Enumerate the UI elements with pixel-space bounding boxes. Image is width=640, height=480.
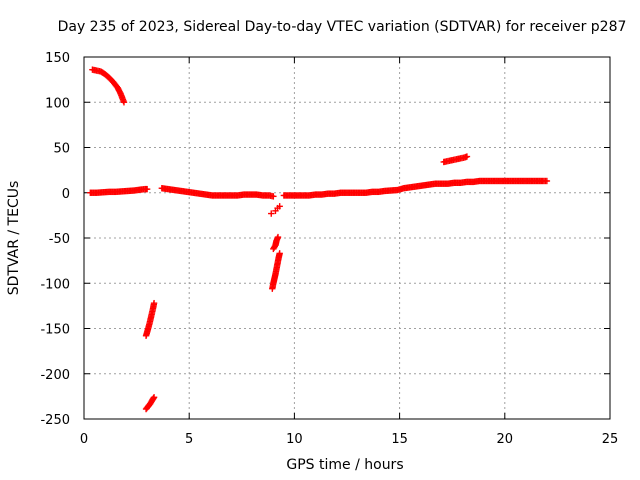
y-axis-label: SDTVAR / TECUs [6, 181, 22, 296]
data-point [150, 394, 158, 401]
data-point [276, 203, 283, 210]
axis-ticks: 0 5 10 15 20 25 150 100 50 0 -50 -100 -150 -200 -250 [40, 51, 618, 447]
x-tick-label: 25 [602, 432, 619, 447]
x-tick-label: 0 [80, 432, 88, 447]
data-point [150, 299, 158, 307]
data-point [143, 185, 151, 193]
data-points [87, 66, 551, 413]
y-tick-label: -50 [49, 232, 70, 247]
data-point [120, 99, 128, 106]
grid [84, 57, 610, 419]
y-tick-label: 0 [62, 187, 70, 202]
data-point [276, 250, 283, 257]
data-point [463, 153, 471, 160]
data-point [270, 193, 277, 200]
y-tick-label: -250 [40, 413, 70, 428]
x-axis-label: GPS time / hours [286, 457, 403, 473]
data-point [274, 233, 282, 241]
x-tick-label: 5 [185, 432, 193, 447]
chart-title: Day 235 of 2023, Sidereal Day-to-day VTE… [58, 19, 627, 35]
y-tick-label: 50 [53, 142, 70, 157]
y-tick-label: -200 [40, 368, 70, 383]
y-tick-label: 100 [45, 96, 70, 111]
y-tick-label: 150 [45, 51, 70, 66]
plot-frame [83, 56, 611, 420]
data-point [543, 177, 551, 185]
y-tick-label: -150 [40, 323, 70, 338]
x-tick-label: 10 [286, 432, 303, 447]
y-tick-label: -100 [40, 277, 70, 292]
x-tick-label: 15 [391, 432, 408, 447]
x-tick-label: 20 [497, 432, 514, 447]
data-point [268, 210, 275, 217]
